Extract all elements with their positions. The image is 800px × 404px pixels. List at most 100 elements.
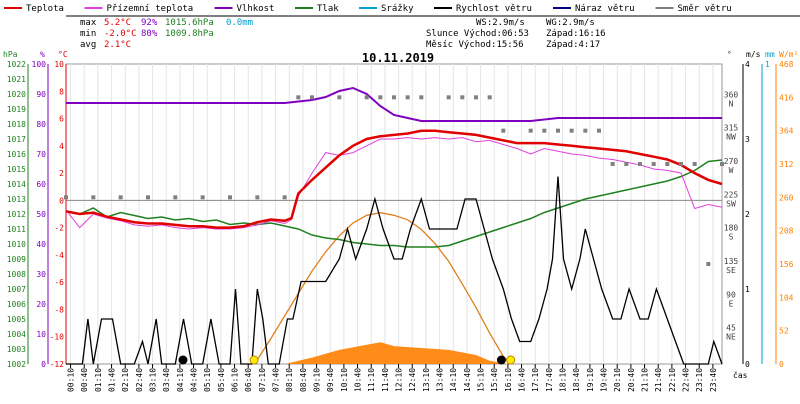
- tick-dir-deg: 45: [726, 324, 736, 333]
- wind-dir-dot: [173, 195, 178, 200]
- series-pressure: [65, 159, 723, 248]
- tick-hpa: 1005: [7, 315, 26, 324]
- tick-pct: 30: [36, 270, 46, 279]
- moonset-marker: [178, 355, 188, 365]
- tick-pct: 90: [36, 90, 46, 99]
- tick-hpa: 1004: [7, 330, 26, 339]
- tick-ms: 1: [745, 285, 750, 294]
- tick-rad: 312: [779, 160, 794, 169]
- x-tick-label: 16:40: [518, 368, 527, 392]
- x-tick-label: 15:10: [477, 368, 486, 392]
- info-wg: WG:2.9m/s: [546, 18, 595, 28]
- x-tick-label: 05:10: [203, 368, 212, 392]
- tick-temp: -12: [50, 360, 65, 369]
- wind-dir-dot: [487, 95, 492, 100]
- tick-temp: 4: [59, 142, 64, 151]
- legend: Teplota Přízemní teplota Vlhkost Tlak Srážky…: [4, 4, 732, 14]
- tick-hpa: 1009: [7, 255, 26, 264]
- x-tick-label: 09:10: [313, 368, 322, 392]
- wind-dir-dot: [392, 95, 396, 100]
- stats-max-press: 1015.6hPa: [165, 18, 214, 28]
- axis-label-hpa: hPa: [3, 50, 18, 59]
- tick-ms: 2: [745, 210, 750, 219]
- stats-min-press: 1009.8hPa: [165, 29, 214, 39]
- tick-dir-deg: 135: [724, 257, 739, 266]
- tick-dir-name: SE: [726, 266, 736, 275]
- wind-dir-dot: [501, 128, 506, 133]
- plot-area: 00:10 00:40 01:10 01:40 02:10 02:40 03:10 03:40…: [7, 60, 794, 392]
- tick-rad: 0: [779, 360, 784, 369]
- x-tick-label: 01:10: [94, 368, 103, 392]
- tick-hpa: 1012: [7, 210, 26, 219]
- wind-dir-dot: [378, 95, 383, 100]
- tick-hpa: 1019: [7, 105, 26, 114]
- tick-pct: 60: [36, 180, 46, 189]
- wind-dir-dot: [542, 128, 547, 133]
- stats-max-rain: 0.0mm: [226, 18, 253, 28]
- wind-dir-dot: [556, 128, 560, 133]
- tick-pct: 70: [36, 150, 46, 159]
- tick-ms: 3: [745, 135, 750, 144]
- tick-temp: -2: [54, 224, 64, 233]
- wind-dir-dot: [460, 95, 465, 100]
- tick-hpa: 1010: [7, 240, 26, 249]
- x-tick-label: 05:40: [217, 368, 226, 392]
- tick-temp: 0: [59, 196, 64, 205]
- x-tick-label: 12:40: [408, 368, 417, 392]
- series-ground-temp: [65, 137, 723, 230]
- tick-temp: 10: [54, 60, 64, 69]
- tick-pct: 50: [36, 210, 46, 219]
- x-tick-label: 22:10: [668, 368, 677, 392]
- wind-dir-dot: [597, 128, 601, 133]
- tick-dir-name: S: [729, 233, 734, 242]
- x-tick-label: 13:40: [436, 368, 445, 392]
- stats-avg-temp: 2.1°C: [104, 40, 131, 50]
- plot-frame: [65, 63, 723, 365]
- wind-dir-dot: [610, 162, 615, 166]
- tick-rad: 156: [779, 260, 794, 269]
- tick-hpa: 1008: [7, 270, 26, 279]
- x-tick-label: 14:10: [449, 368, 458, 392]
- legend-label: Rychlost větru: [456, 4, 532, 14]
- moonrise-marker: [496, 355, 506, 365]
- x-tick-label: 03:10: [149, 368, 158, 392]
- tick-temp: -10: [50, 333, 65, 342]
- tick-dir-name: NE: [726, 333, 736, 342]
- series-radiation: [284, 342, 509, 364]
- tick-pct: 0: [41, 360, 46, 369]
- wind-dir-dot: [255, 195, 260, 200]
- x-tick-label: 18:10: [559, 368, 568, 392]
- stats-max-label: max: [80, 18, 97, 28]
- tick-dir-name: SW: [726, 199, 736, 208]
- x-tick-label: 19:40: [600, 368, 609, 392]
- wind-dir-dot: [706, 262, 711, 266]
- tick-hpa: 1003: [7, 345, 26, 354]
- tick-dir-deg: 315: [724, 124, 739, 133]
- sunset-marker: [506, 355, 516, 365]
- x-tick-label: 00:10: [67, 368, 76, 392]
- tick-hpa: 1018: [7, 120, 26, 129]
- tick-hpa: 1017: [7, 135, 26, 144]
- wind-dir-dot: [528, 128, 533, 133]
- tick-rad: 468: [779, 60, 794, 69]
- x-tick-label: 03:40: [162, 368, 171, 392]
- x-tick-label: 19:10: [586, 368, 595, 392]
- tick-ms: 4: [745, 60, 750, 69]
- info-moon-set: Západ:4:17: [546, 40, 600, 50]
- x-tick-label: 10:10: [340, 368, 349, 392]
- x-tick-label: 11:10: [367, 368, 376, 392]
- x-tick-label: 10:40: [354, 368, 363, 392]
- x-tick-label: 01:40: [108, 368, 117, 392]
- stats-min-hum: 80%: [141, 29, 158, 39]
- tick-hpa: 1015: [7, 165, 26, 174]
- sunrise-marker: [249, 355, 259, 365]
- tick-hpa: 1013: [7, 195, 26, 204]
- x-tick-label: 21:10: [641, 368, 650, 392]
- wind-dir-dot: [624, 162, 629, 166]
- wind-dir-dot: [720, 162, 724, 166]
- axis-label-temp: °C: [58, 50, 68, 59]
- legend-label: Směr větru: [678, 4, 732, 14]
- x-tick-label: 21:40: [654, 368, 663, 392]
- x-tick-label: 16:10: [504, 368, 513, 392]
